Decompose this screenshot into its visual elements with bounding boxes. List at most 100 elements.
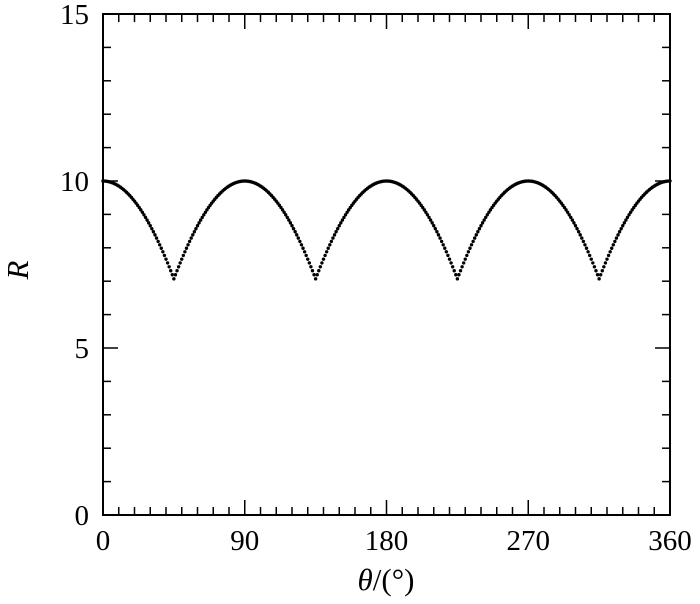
data-point (575, 227, 579, 231)
data-point (454, 273, 458, 277)
data-point (587, 253, 592, 258)
data-point (586, 250, 590, 254)
x-tick-label: 360 (648, 525, 692, 557)
data-point (159, 246, 163, 250)
data-point (335, 227, 340, 231)
data-point (307, 261, 312, 265)
data-point (321, 257, 326, 261)
data-point (592, 265, 597, 269)
data-point (444, 250, 449, 254)
data-point (318, 265, 323, 269)
data-point (176, 265, 181, 269)
data-point (343, 213, 348, 217)
data-point (449, 261, 453, 265)
data-point (187, 239, 192, 244)
data-point (192, 230, 197, 234)
data-point (584, 246, 589, 250)
data-point (427, 215, 431, 220)
data-point (181, 253, 186, 258)
data-point (424, 210, 428, 214)
data-point (608, 250, 612, 254)
x-axis-label: θ/(°) (358, 562, 415, 597)
data-point (310, 269, 315, 273)
data-point (306, 257, 310, 261)
x-tick-label: 180 (365, 525, 409, 557)
data-point (455, 277, 460, 281)
tick-labels: 0 90 180 270 360 0 5 10 15 (60, 0, 692, 557)
data-point (345, 210, 349, 214)
data-point (573, 224, 578, 228)
data-point (473, 236, 477, 240)
data-point (161, 250, 165, 254)
data-point (443, 246, 447, 250)
data-point (331, 236, 335, 240)
data-point (198, 218, 203, 222)
data-point (323, 253, 327, 258)
data-point (315, 273, 319, 277)
data-point (471, 239, 475, 244)
data-point (628, 210, 633, 214)
data-point (145, 218, 149, 222)
data-point (597, 277, 601, 281)
data-point (342, 215, 346, 220)
data-point (162, 253, 167, 258)
data-point (476, 230, 480, 234)
data-point (578, 233, 582, 237)
data-point (581, 239, 586, 244)
data-point (295, 233, 299, 237)
data-point (564, 208, 568, 212)
data-point (299, 243, 304, 247)
data-point (433, 227, 438, 231)
data-point (324, 250, 329, 254)
data-point (200, 215, 204, 220)
data-point (452, 269, 456, 273)
y-tick-label: 15 (60, 0, 89, 31)
y-axis-label: R (0, 260, 35, 280)
data-point (140, 210, 145, 214)
data-point (194, 227, 198, 231)
data-point (603, 261, 608, 265)
data-point (480, 221, 485, 225)
data-point (460, 265, 464, 269)
data-point (477, 227, 482, 231)
data-point (447, 257, 452, 261)
data-point (146, 221, 151, 225)
data-point (164, 257, 168, 261)
data-point (339, 221, 343, 225)
data-point (142, 213, 146, 217)
data-series (101, 179, 672, 281)
data-point (446, 253, 450, 258)
data-point (463, 257, 467, 261)
data-point (329, 239, 334, 244)
data-point (139, 208, 143, 212)
data-point (290, 224, 294, 228)
data-point (474, 233, 478, 237)
data-point (465, 253, 469, 258)
data-point (291, 227, 296, 231)
data-point (565, 210, 570, 214)
data-point (625, 215, 630, 220)
data-point (616, 233, 620, 237)
data-point (439, 239, 444, 244)
data-point (284, 213, 288, 217)
data-point (441, 243, 445, 247)
data-point (180, 257, 184, 261)
data-point (173, 273, 178, 277)
data-point (186, 243, 190, 247)
data-point (172, 277, 176, 281)
data-point (479, 224, 483, 228)
data-point (589, 257, 593, 261)
data-point (466, 250, 471, 254)
data-point (435, 230, 439, 234)
data-point (595, 273, 600, 277)
data-point (469, 243, 474, 247)
data-point (627, 213, 631, 217)
data-point (203, 210, 208, 214)
data-point (202, 213, 206, 217)
data-point (457, 273, 461, 277)
data-point (569, 215, 573, 220)
x-axis-label-symbol: θ (358, 562, 373, 597)
data-point (312, 273, 316, 277)
data-point (156, 239, 160, 244)
